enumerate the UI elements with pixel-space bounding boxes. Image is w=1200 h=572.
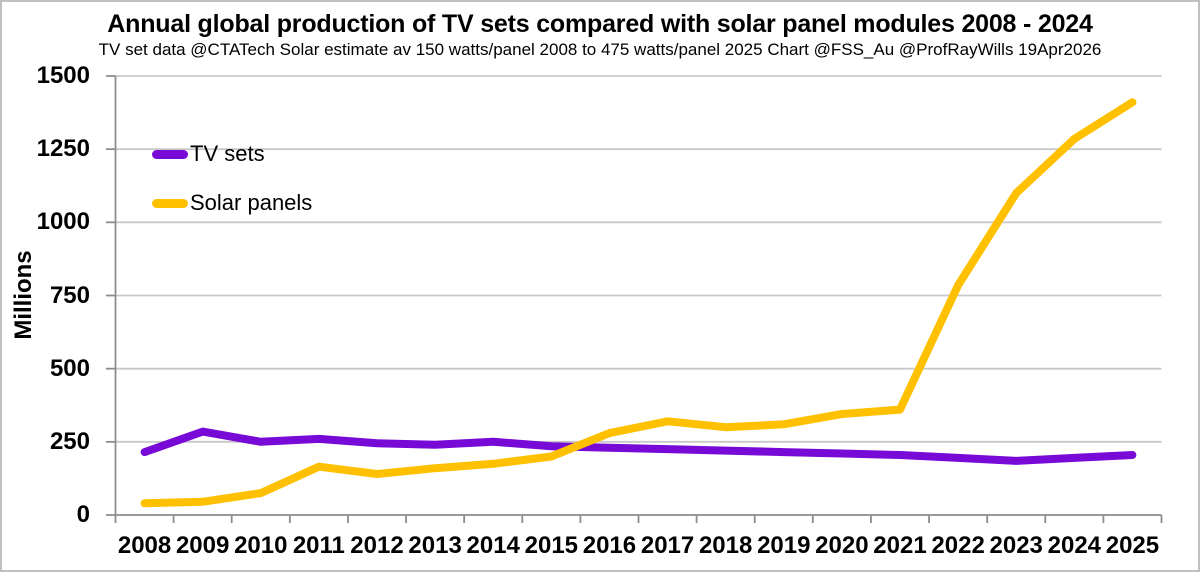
x-axis-tick-label: 2025 xyxy=(1105,532,1160,559)
y-axis-tick-label: 1500 xyxy=(36,62,90,89)
chart-title: Annual global production of TV sets comp… xyxy=(107,10,1093,38)
solar-panels-line-swatch-icon xyxy=(152,198,188,208)
y-axis-tick-label: 1000 xyxy=(36,208,90,236)
x-axis-tick-label: 2009 xyxy=(175,532,230,559)
x-axis-tick-label: 2018 xyxy=(698,532,753,559)
x-axis-tick-label: 2024 xyxy=(1047,532,1102,559)
x-axis-tick-label: 2011 xyxy=(292,532,345,559)
x-axis-tick-label: 2013 xyxy=(408,532,462,559)
x-axis-tick-label: 2022 xyxy=(931,532,985,559)
y-axis-tick-label: 750 xyxy=(49,281,90,309)
x-axis-tick-label: 2016 xyxy=(582,532,637,559)
y-axis-title: Millions xyxy=(10,250,37,340)
x-axis-tick-label: 2017 xyxy=(640,532,695,559)
y-axis-tick-label: 0 xyxy=(76,501,90,528)
x-axis-tick-label: 2019 xyxy=(757,532,811,559)
solar-panels-line xyxy=(140,98,1137,508)
tv-sets-line-swatch-icon xyxy=(152,149,188,159)
x-axis-tick-label: 2020 xyxy=(815,532,869,559)
x-axis-tick-label: 2010 xyxy=(234,532,288,559)
x-axis-tick-label: 2008 xyxy=(117,532,172,559)
y-axis-tick-label: 500 xyxy=(49,354,90,382)
x-axis-tick-label: 2023 xyxy=(989,532,1043,559)
y-axis-tick-label: 1250 xyxy=(36,135,90,163)
legend-label-tv-sets: TV sets xyxy=(190,141,265,166)
y-axis-tick-label: 250 xyxy=(49,427,90,455)
legend-label-solar-panels: Solar panels xyxy=(190,190,313,215)
chart-subtitle: TV set data @CTATech Solar estimate av 1… xyxy=(98,40,1102,59)
x-axis-tick-label: 2012 xyxy=(350,532,404,559)
tv-sets-line xyxy=(140,427,1137,465)
x-axis-tick-label: 2021 xyxy=(873,532,927,559)
x-axis-tick-label: 2014 xyxy=(466,532,520,559)
legend-item-solar-panels: Solar panels xyxy=(152,189,312,217)
legend: TV sets Solar panels xyxy=(152,140,312,238)
legend-item-tv-sets: TV sets xyxy=(152,140,312,168)
x-axis-tick-label: 2015 xyxy=(524,532,579,559)
